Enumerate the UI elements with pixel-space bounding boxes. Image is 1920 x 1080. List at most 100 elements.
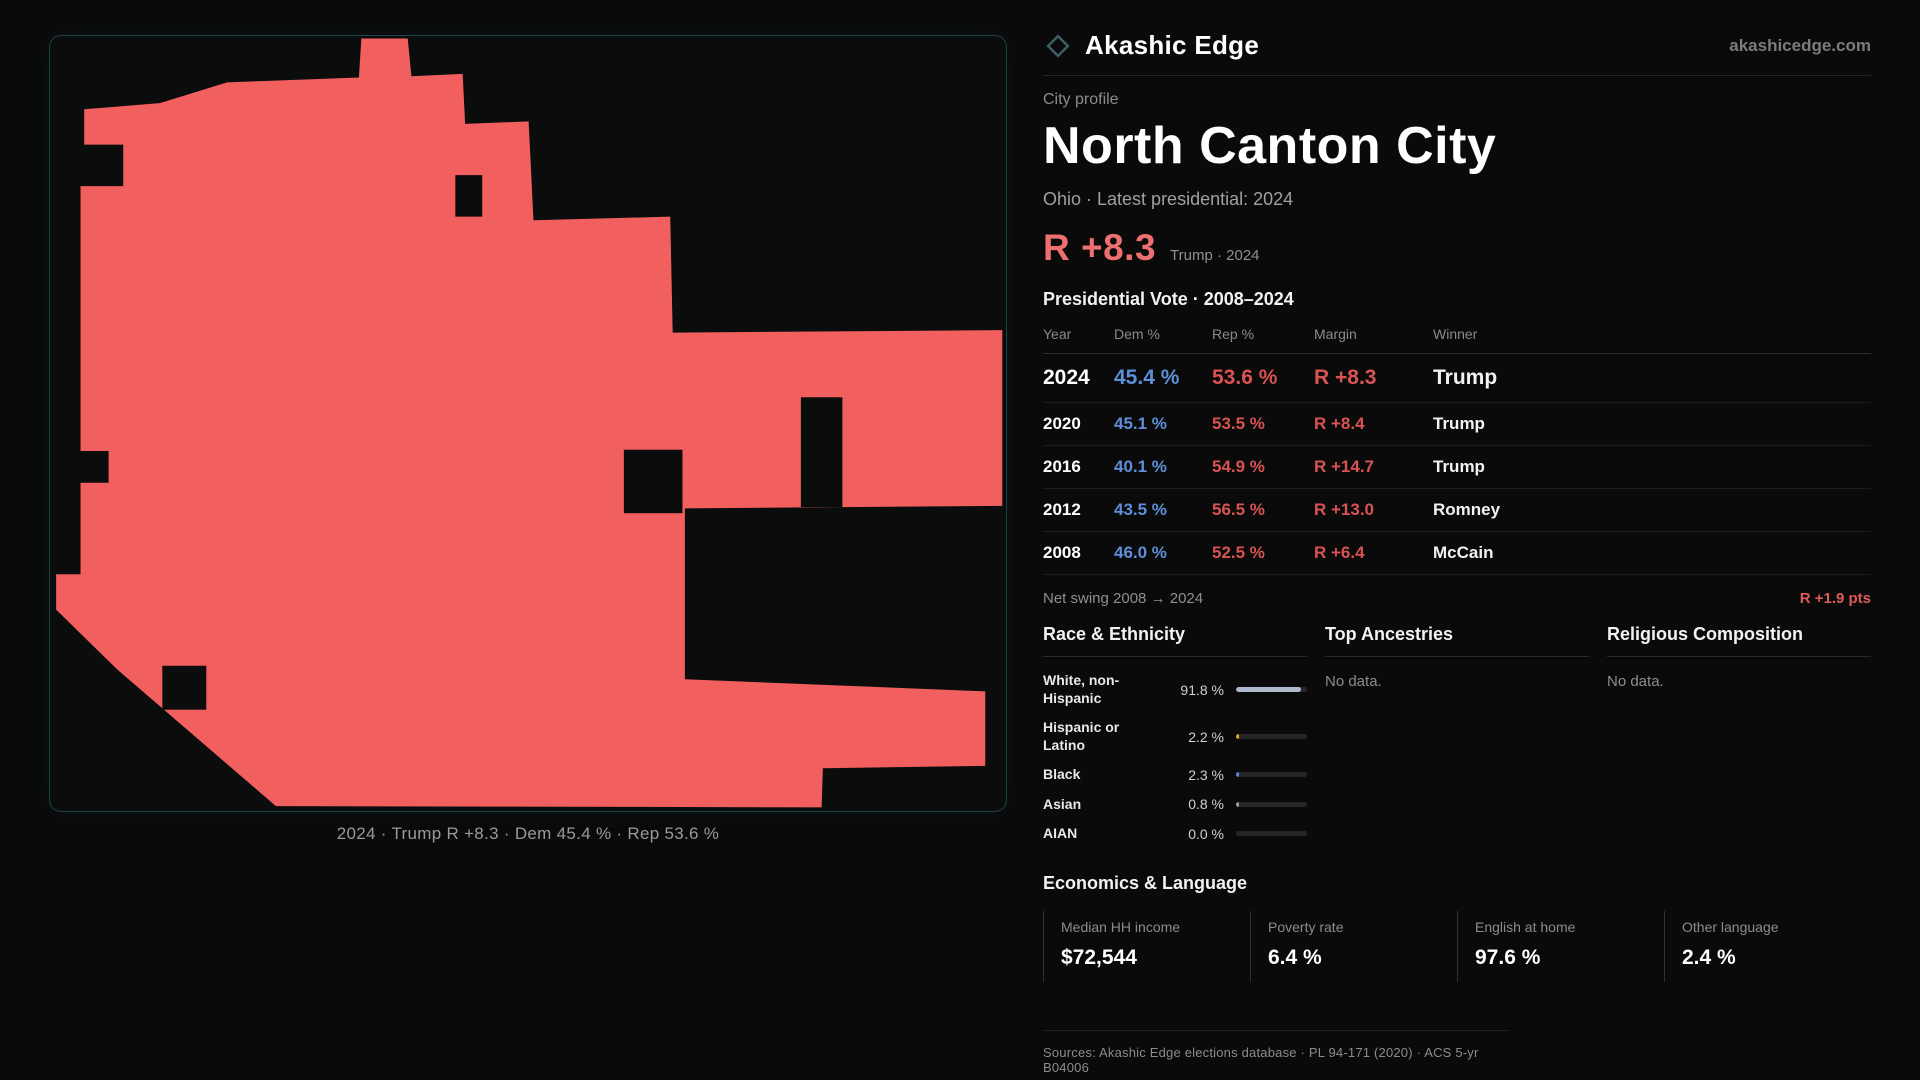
race-row: Hispanic or Latino 2.2 % [1043,713,1307,760]
race-value: 91.8 % [1180,681,1224,698]
race-bar [1236,801,1307,807]
map-holes [162,175,843,710]
religious-composition-column: Religious Composition No data. [1607,624,1871,849]
race-bar [1236,772,1307,778]
race-bar [1236,831,1307,837]
stat-value: 2.4 % [1682,945,1736,969]
race-label: Hispanic or Latino [1043,719,1120,753]
rep-cell: 52.5 % [1212,543,1265,562]
winner-cell: McCain [1433,543,1494,562]
margin-cell: R +13.0 [1314,500,1375,519]
stat-poverty-rate: Poverty rate 6.4 % [1250,910,1457,982]
table-row: 2012 43.5 % 56.5 % R +13.0 Romney [1043,489,1871,532]
margin-cell: R +6.4 [1314,543,1365,562]
stat-value: $72,544 [1061,945,1137,969]
top-ancestries-column: Top Ancestries No data. [1325,624,1589,849]
economics-title: Economics & Language [1043,872,1248,893]
dem-cell: 45.4 % [1114,366,1180,389]
col-dem: Dem % [1114,326,1160,342]
header-divider [1043,75,1871,76]
winner-cell: Trump [1433,366,1498,389]
table-row: 2020 45.1 % 53.5 % R +8.4 Trump [1043,403,1871,446]
dem-cell: 40.1 % [1114,457,1167,476]
header: Akashic Edge akashicedge.com [1043,30,1871,61]
headline-note: Trump · 2024 [1170,247,1260,264]
winner-cell: Romney [1433,500,1501,519]
race-bar-fill [1236,801,1239,807]
col-year: Year [1043,326,1072,342]
col-rep: Rep % [1212,326,1255,342]
race-bar [1236,687,1307,692]
table-row: 2016 40.1 % 54.9 % R +14.7 Trump [1043,446,1871,489]
sources-text: Sources: Akashic Edge elections database… [1043,1044,1479,1075]
stat-other-language: Other language 2.4 % [1664,910,1871,982]
race-row: Black 2.3 % [1043,760,1307,790]
race-bar-fill [1236,734,1239,739]
col-winner: Winner [1433,326,1478,342]
stat-value: 6.4 % [1268,945,1322,969]
race-ethnicity-column: Race & Ethnicity White, non-Hispanic 91.… [1043,624,1307,849]
race-label: White, non-Hispanic [1043,672,1120,706]
col-margin: Margin [1314,326,1357,342]
year-cell: 2008 [1043,543,1081,562]
rep-cell: 54.9 % [1212,457,1265,476]
stat-english-at-home: English at home 97.6 % [1457,910,1664,982]
brand-domain-link[interactable]: akashicedge.com [1729,35,1871,55]
presidential-vote-table: Year Dem % Rep % Margin Winner 2024 45.4… [1043,316,1871,575]
net-swing-label: Net swing 2008 → 2024 [1043,590,1204,607]
race-bar [1236,734,1307,739]
race-value: 0.8 % [1188,796,1224,813]
year-cell: 2020 [1043,414,1081,433]
year-cell: 2012 [1043,500,1081,519]
kicker: City profile [1043,91,1119,108]
net-swing-row: Net swing 2008 → 2024 R +1.9 pts [1043,575,1871,607]
race-label: Asian [1043,795,1082,812]
margin-cell: R +14.7 [1314,457,1375,476]
race-label: Black [1043,766,1081,782]
diamond-icon [1046,33,1070,58]
top-ancestries-title: Top Ancestries [1325,624,1589,657]
headline-margin: R +8.3 [1043,227,1157,268]
no-data-text: No data. [1325,673,1382,690]
race-label: AIAN [1043,825,1078,841]
margin-cell: R +8.3 [1314,366,1377,389]
rep-cell: 53.5 % [1212,414,1265,433]
stat-value: 97.6 % [1475,945,1541,969]
race-value: 2.2 % [1188,728,1224,745]
city-map-panel [49,35,1007,812]
city-boundary-shape [56,38,1003,808]
map-caption: 2024 · Trump R +8.3 · Dem 45.4 % · Rep 5… [336,824,720,843]
brand-name: Akashic Edge [1085,30,1260,60]
rep-cell: 53.6 % [1212,366,1278,389]
race-ethnicity-title: Race & Ethnicity [1043,624,1307,657]
race-bar-fill [1236,772,1239,778]
footer: Sources: Akashic Edge elections database… [1043,1029,1509,1080]
vote-table-title: Presidential Vote · 2008–2024 [1043,289,1294,309]
stat-label: Poverty rate [1268,918,1344,935]
race-row: Asian 0.8 % [1043,790,1307,820]
religious-composition-title: Religious Composition [1607,624,1871,657]
city-boundary-map [56,38,1003,808]
stat-median-hh-income: Median HH income $72,544 [1043,910,1250,982]
race-bar-fill [1236,687,1302,692]
rep-cell: 56.5 % [1212,500,1265,519]
dem-cell: 43.5 % [1114,500,1167,519]
winner-cell: Trump [1433,414,1485,433]
race-value: 2.3 % [1188,766,1224,783]
winner-cell: Trump [1433,457,1485,476]
stat-label: Other language [1682,918,1779,935]
race-row: White, non-Hispanic 91.8 % [1043,666,1307,713]
race-row: AIAN 0.0 % [1043,819,1307,849]
economics-stats: Median HH income $72,544 Poverty rate 6.… [1043,910,1871,982]
race-value: 0.0 % [1188,825,1224,842]
table-row: 2024 45.4 % 53.6 % R +8.3 Trump [1043,354,1871,403]
year-cell: 2016 [1043,457,1081,476]
year-cell: 2024 [1043,366,1090,389]
no-data-text: No data. [1607,673,1664,690]
net-swing-value: R +1.9 pts [1799,590,1871,607]
stat-label: Median HH income [1061,918,1181,935]
city-profile-panel: Akashic Edge akashicedge.com City profil… [1043,30,1871,1080]
stat-label: English at home [1475,918,1576,935]
table-header-row: Year Dem % Rep % Margin Winner [1043,316,1871,354]
headline-margin-row: R +8.3 Trump · 2024 [1043,227,1871,269]
